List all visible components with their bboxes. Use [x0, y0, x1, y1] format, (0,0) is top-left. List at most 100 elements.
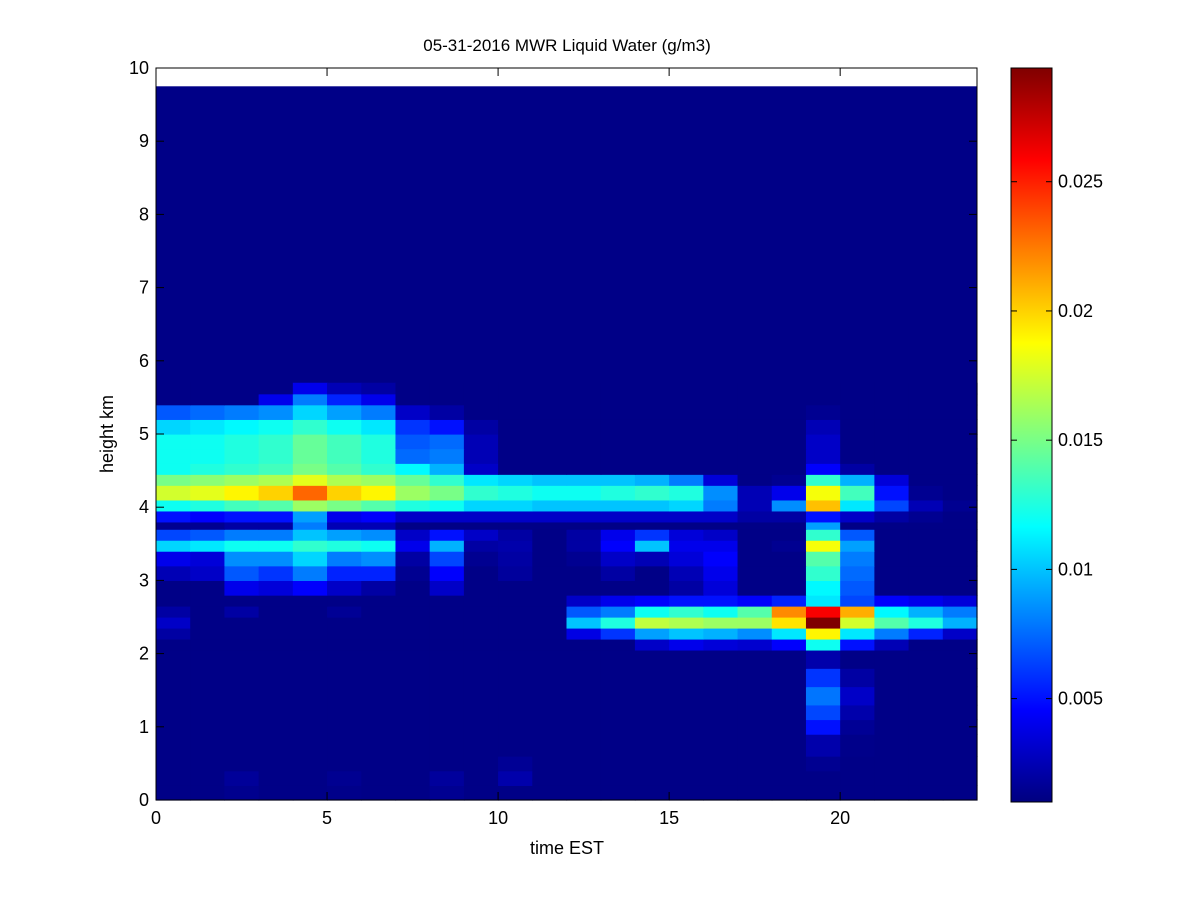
- heatmap-cell: [361, 521, 397, 530]
- heatmap-cell: [292, 580, 328, 596]
- heatmap-cell: [395, 551, 431, 567]
- heatmap-cell: [737, 510, 773, 523]
- heatmap-cell: [292, 463, 328, 475]
- heatmap-cell: [805, 649, 841, 669]
- heatmap-cell: [156, 734, 191, 757]
- heatmap-cell: [874, 551, 910, 567]
- heatmap-cell: [908, 434, 944, 450]
- heatmap-cell: [805, 448, 841, 464]
- heatmap-cell: [292, 510, 328, 523]
- heatmap-cell: [224, 393, 260, 406]
- heatmap-cell: [327, 499, 362, 512]
- heatmap-cell: [737, 551, 773, 567]
- heatmap-cell: [498, 606, 533, 618]
- heatmap-cell: [395, 668, 431, 688]
- heatmap-cell: [258, 686, 294, 706]
- heatmap-cell: [292, 382, 328, 395]
- heatmap-cell: [634, 770, 670, 786]
- heatmap-cell: [600, 499, 636, 512]
- heatmap-cell: [600, 734, 636, 757]
- heatmap-cell: [258, 627, 294, 640]
- heatmap-cell: [634, 606, 670, 618]
- heatmap-cell: [258, 419, 294, 435]
- heatmap-cell: [840, 756, 875, 772]
- heatmap-cell: [224, 551, 260, 567]
- heatmap-cell: [361, 668, 397, 688]
- heatmap-cell: [498, 704, 533, 721]
- y-tick-label: 7: [139, 278, 149, 298]
- heatmap-cell: [498, 734, 533, 757]
- heatmap-cell: [942, 485, 978, 501]
- x-tick-label: 10: [488, 808, 508, 828]
- heatmap-cell: [600, 485, 636, 501]
- heatmap-cell: [327, 704, 362, 721]
- heatmap-cell: [361, 404, 397, 420]
- heatmap-cell: [361, 393, 397, 406]
- heatmap-cell: [361, 580, 397, 596]
- heatmap-cell: [292, 734, 328, 757]
- heatmap-cell: [395, 448, 431, 464]
- heatmap-cell: [361, 419, 397, 435]
- y-tick-label: 2: [139, 644, 149, 664]
- heatmap-cell: [737, 734, 773, 757]
- heatmap-cell: [874, 404, 910, 420]
- heatmap-cell: [874, 529, 910, 541]
- heatmap-cell: [908, 448, 944, 464]
- heatmap-cell: [463, 393, 499, 406]
- heatmap-cell: [737, 580, 773, 596]
- heatmap-cell: [840, 551, 875, 567]
- heatmap-cell: [600, 419, 636, 435]
- heatmap-cell: [566, 474, 602, 486]
- y-tick-label: 4: [139, 497, 149, 517]
- heatmap-cell: [498, 448, 533, 464]
- heatmap-cell: [463, 704, 499, 721]
- heatmap-cell: [361, 595, 397, 607]
- heatmap-cell: [737, 474, 773, 486]
- heatmap-cell: [498, 521, 533, 530]
- heatmap-cell: [874, 595, 910, 607]
- heatmap-cell: [156, 595, 191, 607]
- heatmap-cell: [805, 638, 841, 651]
- heatmap-cell: [429, 627, 465, 640]
- heatmap-cell: [942, 521, 978, 530]
- heatmap-cell: [224, 686, 260, 706]
- heatmap-cell: [190, 404, 226, 420]
- heatmap-cell: [532, 770, 568, 786]
- heatmap-cell: [224, 649, 260, 669]
- y-tick-label: 0: [139, 790, 149, 810]
- heatmap-cell: [156, 704, 191, 721]
- heatmap-cell: [703, 734, 739, 757]
- heatmap-cell: [771, 540, 807, 552]
- heatmap-cell: [361, 785, 397, 801]
- heatmap-cell: [771, 434, 807, 450]
- heatmap-cell: [156, 617, 191, 629]
- heatmap-cell: [566, 580, 602, 596]
- heatmap-cell: [532, 521, 568, 530]
- heatmap-cell: [942, 785, 978, 801]
- heatmap-cell: [532, 785, 568, 801]
- heatmap-cell: [190, 551, 226, 567]
- heatmap-cell: [429, 686, 465, 706]
- heatmap-cell: [908, 606, 944, 618]
- heatmap-cell: [429, 551, 465, 567]
- heatmap-cell: [771, 649, 807, 669]
- heatmap-cell: [600, 756, 636, 772]
- heatmap-cell: [771, 617, 807, 629]
- heatmap-cell: [498, 686, 533, 706]
- heatmap-cell: [805, 485, 841, 501]
- heatmap-cell: [224, 770, 260, 786]
- heatmap-cell: [908, 419, 944, 435]
- heatmap-cell: [942, 704, 978, 721]
- heatmap-cell: [498, 595, 533, 607]
- heatmap-cell: [669, 668, 704, 688]
- heatmap-cell: [634, 649, 670, 669]
- heatmap-cell: [942, 627, 978, 640]
- heatmap-cell: [703, 434, 739, 450]
- heatmap-cell: [327, 540, 362, 552]
- heatmap-cell: [703, 770, 739, 786]
- heatmap-cell: [190, 580, 226, 596]
- heatmap-cell: [463, 686, 499, 706]
- heatmap-cell: [737, 595, 773, 607]
- heatmap-cell: [429, 499, 465, 512]
- heatmap-cell: [156, 719, 191, 735]
